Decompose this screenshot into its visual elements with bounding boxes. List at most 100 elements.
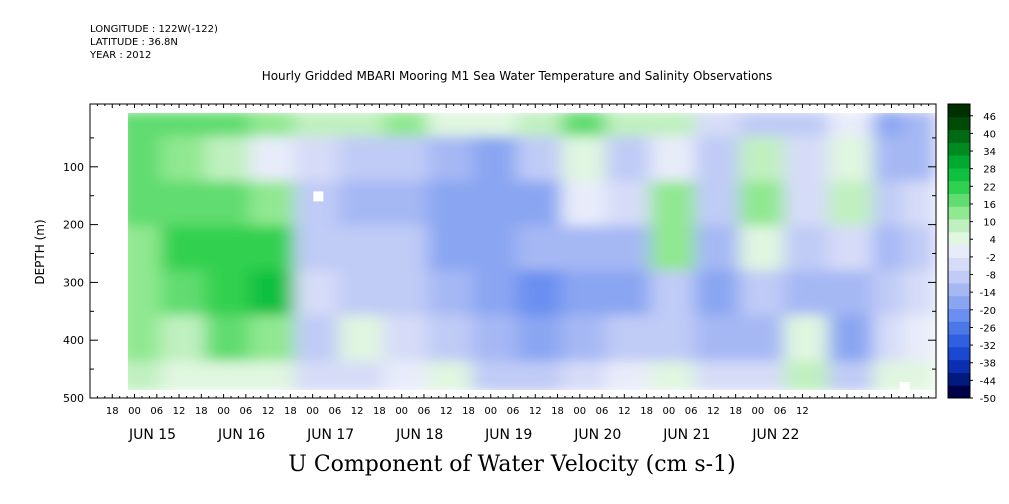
field-cell	[472, 225, 521, 275]
x-hour-label: 06	[239, 406, 252, 417]
colorbar-label: -8	[986, 271, 996, 282]
field-cell	[739, 270, 788, 320]
field-cell	[427, 113, 477, 141]
colorbar-segment	[948, 270, 970, 284]
field-cell	[472, 361, 521, 390]
field-cell	[338, 315, 388, 366]
field-cell	[128, 315, 165, 366]
x-day-label: JUN 19	[484, 427, 532, 443]
field-cell	[694, 225, 744, 275]
field-cell	[516, 113, 566, 141]
x-day-label: JUN 21	[662, 427, 710, 443]
colorbar-label: 16	[983, 200, 996, 211]
field-cell	[783, 315, 833, 366]
x-day-label: JUN 15	[128, 427, 176, 443]
field-cell	[561, 225, 610, 275]
field-cell	[902, 113, 936, 141]
field-cell	[338, 361, 388, 390]
field-cell	[338, 225, 388, 275]
x-hour-label: 06	[596, 406, 609, 417]
colorbar-label: 22	[983, 182, 996, 193]
y-tick-label: 400	[63, 334, 84, 347]
field-cell	[128, 136, 165, 185]
field-cell	[472, 270, 521, 320]
field-cell	[427, 180, 477, 230]
colorbar-label: -32	[980, 341, 996, 352]
field-cell	[294, 136, 343, 185]
field-cell	[783, 270, 833, 320]
x-hour-label: 18	[106, 406, 119, 417]
field-cell	[694, 270, 744, 320]
colorbar-segment	[948, 334, 970, 348]
field-cell	[205, 361, 254, 390]
x-hour-label: 18	[462, 406, 475, 417]
field-cell	[650, 225, 699, 275]
field-cell	[205, 315, 254, 366]
field-cell	[872, 315, 907, 366]
field-cell	[294, 180, 343, 230]
x-hour-label: 12	[707, 406, 720, 417]
field-cell	[872, 270, 907, 320]
colorbar-segment	[948, 385, 970, 399]
x-day-label: JUN 17	[306, 427, 354, 443]
y-tick-label: 500	[63, 392, 84, 405]
field-cell	[294, 113, 343, 141]
x-axis-title: U Component of Water Velocity (cm s-1)	[288, 452, 736, 477]
year-label: YEAR : 2012	[90, 50, 152, 61]
x-hour-label: 12	[618, 406, 631, 417]
field-cell	[160, 361, 210, 390]
colorbar-segment	[948, 282, 970, 297]
colorbar-segment	[948, 206, 970, 220]
field-cell	[205, 270, 254, 320]
field-cell	[739, 361, 788, 390]
field-cell	[650, 180, 699, 230]
field-cell	[516, 315, 566, 366]
longitude-label: LONGITUDE : 122W(-122)	[90, 24, 218, 35]
x-hour-label: 12	[796, 406, 809, 417]
field-cell	[338, 113, 388, 141]
x-hour-label: 00	[128, 406, 141, 417]
field-cell	[828, 315, 877, 366]
y-axis-title: DEPTH (m)	[33, 219, 47, 284]
field-cell	[872, 136, 907, 185]
x-hour-label: 00	[662, 406, 675, 417]
x-hour-label: 06	[329, 406, 342, 417]
field-cell	[427, 270, 477, 320]
field-cell	[872, 225, 907, 275]
x-hour-label: 00	[752, 406, 765, 417]
field-cell	[739, 225, 788, 275]
field-cell	[383, 136, 432, 185]
field-cell	[160, 136, 210, 185]
field-cell	[294, 270, 343, 320]
field-cell	[338, 270, 388, 320]
x-hour-label: 00	[395, 406, 408, 417]
field-cell	[383, 113, 432, 141]
field-cell	[694, 136, 744, 185]
x-hour-label: 12	[529, 406, 542, 417]
field-cell	[605, 315, 655, 366]
field-cell	[294, 225, 343, 275]
field-cell	[902, 270, 936, 320]
field-cell	[872, 113, 907, 141]
x-hour-label: 06	[150, 406, 163, 417]
field-cell	[128, 180, 165, 230]
field-cell	[650, 136, 699, 185]
chart-title: Hourly Gridded MBARI Mooring M1 Sea Wate…	[261, 69, 773, 83]
field-cell	[605, 225, 655, 275]
field-cell	[128, 361, 165, 390]
field-cell	[427, 361, 477, 390]
field-cell	[472, 113, 521, 141]
field-cell	[128, 270, 165, 320]
field-cell	[249, 113, 299, 141]
colorbar-segment	[948, 359, 970, 373]
field-cell	[828, 136, 877, 185]
field-cell	[605, 361, 655, 390]
colorbar-segment	[948, 142, 970, 156]
colorbar-frame	[947, 103, 971, 399]
field-cell	[561, 361, 610, 390]
field-cell	[902, 225, 936, 275]
field-cell	[249, 180, 299, 230]
field-cell	[249, 315, 299, 366]
x-hour-label: 18	[551, 406, 564, 417]
